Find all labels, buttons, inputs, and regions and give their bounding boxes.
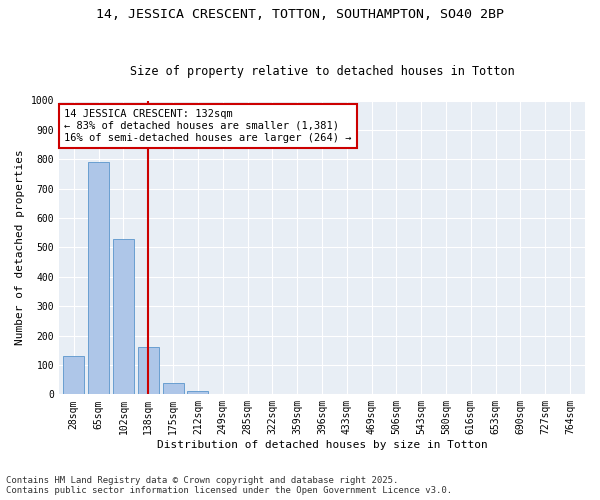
Title: Size of property relative to detached houses in Totton: Size of property relative to detached ho…: [130, 66, 514, 78]
Bar: [63, 356, 85, 395]
Text: Contains HM Land Registry data © Crown copyright and database right 2025.
Contai: Contains HM Land Registry data © Crown c…: [6, 476, 452, 495]
Bar: [88, 162, 109, 394]
Bar: [187, 392, 208, 394]
Y-axis label: Number of detached properties: Number of detached properties: [15, 150, 25, 346]
Bar: [163, 382, 184, 394]
Text: 14, JESSICA CRESCENT, TOTTON, SOUTHAMPTON, SO40 2BP: 14, JESSICA CRESCENT, TOTTON, SOUTHAMPTO…: [96, 8, 504, 20]
Bar: [138, 348, 159, 395]
X-axis label: Distribution of detached houses by size in Totton: Distribution of detached houses by size …: [157, 440, 487, 450]
Bar: [113, 238, 134, 394]
Text: 14 JESSICA CRESCENT: 132sqm
← 83% of detached houses are smaller (1,381)
16% of : 14 JESSICA CRESCENT: 132sqm ← 83% of det…: [64, 110, 352, 142]
